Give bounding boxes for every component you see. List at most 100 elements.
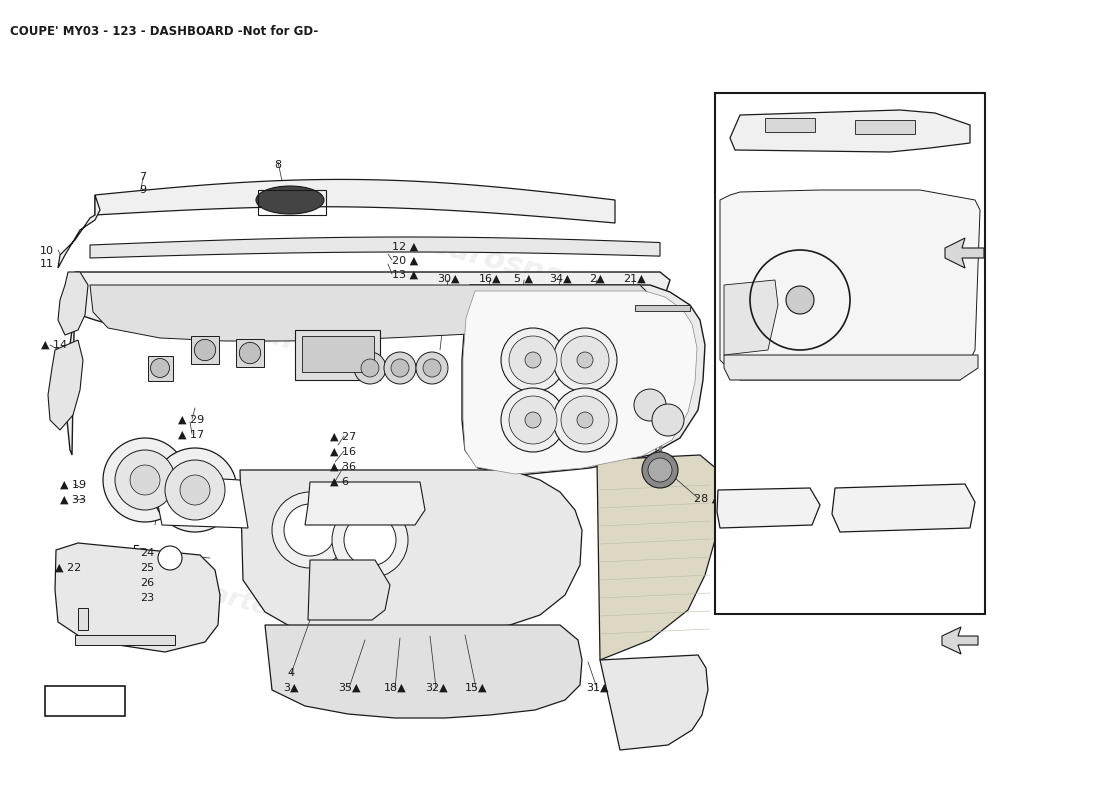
Polygon shape — [720, 190, 980, 380]
Text: eurospartes: eurospartes — [426, 229, 634, 311]
Text: ▲ 33: ▲ 33 — [60, 495, 86, 505]
Polygon shape — [462, 285, 705, 475]
Polygon shape — [90, 237, 660, 258]
Text: F1: F1 — [849, 582, 875, 600]
Text: See Draw. 129: See Draw. 129 — [850, 514, 931, 524]
Bar — [302, 336, 374, 372]
Text: ▲ 22: ▲ 22 — [55, 563, 81, 573]
Text: 32▲: 32▲ — [425, 683, 448, 693]
Circle shape — [384, 352, 416, 384]
Circle shape — [272, 492, 348, 568]
Text: 34▲: 34▲ — [549, 274, 571, 284]
Circle shape — [158, 546, 182, 570]
Circle shape — [634, 389, 665, 421]
Circle shape — [786, 286, 814, 314]
Text: 10: 10 — [40, 246, 54, 256]
Circle shape — [642, 452, 678, 488]
Polygon shape — [730, 110, 970, 152]
Text: 24: 24 — [140, 548, 154, 558]
Polygon shape — [305, 482, 425, 525]
Text: 13 ▲: 13 ▲ — [392, 270, 418, 280]
Text: ▲ 6: ▲ 6 — [330, 477, 349, 487]
Text: 26: 26 — [140, 578, 154, 588]
Polygon shape — [240, 470, 582, 637]
Polygon shape — [308, 560, 390, 620]
Text: 31▲: 31▲ — [585, 683, 608, 693]
Text: 40: 40 — [917, 558, 931, 568]
Polygon shape — [717, 488, 820, 528]
Circle shape — [165, 460, 226, 520]
Text: eurospartes: eurospartes — [773, 354, 906, 406]
Polygon shape — [152, 475, 248, 528]
Bar — [236, 339, 264, 367]
Text: See Draw. 129: See Draw. 129 — [852, 514, 928, 524]
Polygon shape — [58, 195, 100, 268]
Circle shape — [652, 404, 684, 436]
Circle shape — [103, 438, 187, 522]
Ellipse shape — [256, 186, 324, 214]
Polygon shape — [600, 655, 708, 750]
Text: 5 ▲: 5 ▲ — [515, 274, 534, 284]
Polygon shape — [832, 484, 975, 532]
Text: 23: 23 — [140, 593, 154, 603]
Text: ▲ 19: ▲ 19 — [60, 480, 86, 490]
Text: 16▲: 16▲ — [478, 274, 502, 284]
Circle shape — [195, 339, 216, 361]
Circle shape — [354, 352, 386, 384]
Text: 8: 8 — [274, 160, 282, 170]
Circle shape — [151, 358, 169, 378]
Text: ▲ 27: ▲ 27 — [330, 432, 356, 442]
Text: ▲ 17: ▲ 17 — [178, 430, 205, 440]
Text: Vedi Tav. 129: Vedi Tav. 129 — [852, 498, 922, 508]
Circle shape — [578, 412, 593, 428]
Circle shape — [500, 388, 565, 452]
Circle shape — [332, 502, 408, 578]
Circle shape — [648, 458, 672, 482]
Text: Vedi Tav. 129: Vedi Tav. 129 — [850, 498, 923, 508]
Polygon shape — [942, 627, 978, 654]
Polygon shape — [48, 340, 82, 430]
Polygon shape — [945, 238, 984, 268]
Circle shape — [344, 514, 396, 566]
Text: ▲ 36: ▲ 36 — [330, 462, 356, 472]
Circle shape — [130, 465, 159, 495]
Bar — [258, 190, 326, 215]
Polygon shape — [724, 280, 778, 355]
Circle shape — [284, 504, 336, 556]
Circle shape — [525, 412, 541, 428]
Bar — [295, 330, 380, 380]
Text: ▲ 29: ▲ 29 — [178, 415, 205, 425]
Circle shape — [525, 352, 541, 368]
Text: COUPE' MY03 - 123 - DASHBOARD -Not for GD-: COUPE' MY03 - 123 - DASHBOARD -Not for G… — [10, 25, 318, 38]
Text: 41: 41 — [833, 558, 847, 568]
Text: 41: 41 — [945, 558, 959, 568]
Text: 42: 42 — [723, 558, 737, 568]
Bar — [855, 120, 915, 134]
Circle shape — [180, 475, 210, 505]
Circle shape — [153, 448, 236, 532]
Polygon shape — [58, 272, 88, 335]
Circle shape — [500, 328, 565, 392]
Circle shape — [553, 328, 617, 392]
Bar — [764, 118, 815, 132]
Text: 11: 11 — [40, 259, 54, 269]
Polygon shape — [265, 625, 582, 718]
Circle shape — [424, 359, 441, 377]
Circle shape — [553, 388, 617, 452]
Circle shape — [509, 396, 557, 444]
Circle shape — [416, 352, 448, 384]
Text: 40: 40 — [861, 558, 876, 568]
Text: F1: F1 — [856, 596, 869, 606]
Circle shape — [116, 450, 175, 510]
Text: ▲ 14: ▲ 14 — [41, 340, 67, 350]
Circle shape — [240, 342, 261, 364]
Polygon shape — [55, 543, 220, 652]
Bar — [715, 93, 984, 614]
Bar — [635, 305, 690, 311]
Text: 2▲: 2▲ — [590, 274, 605, 284]
Text: 15▲: 15▲ — [464, 683, 487, 693]
Text: eurospartes: eurospartes — [146, 289, 354, 371]
Polygon shape — [65, 272, 670, 455]
Polygon shape — [724, 355, 978, 380]
Text: 40: 40 — [774, 558, 789, 568]
